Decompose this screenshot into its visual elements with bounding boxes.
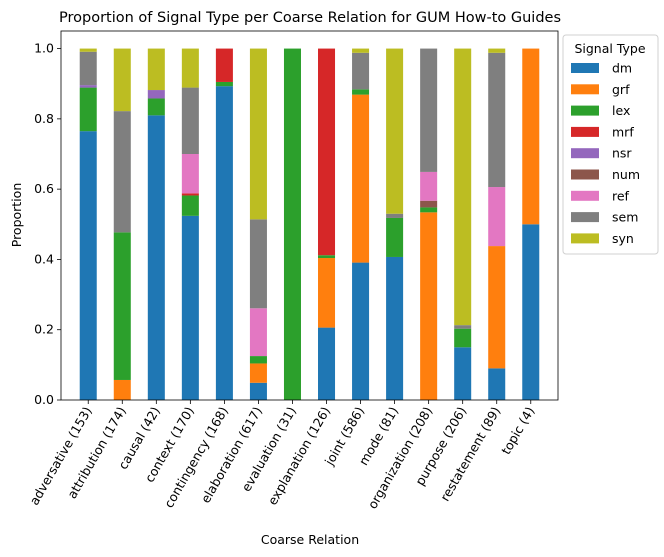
y-tick-label-2: 0.4 bbox=[34, 251, 54, 266]
legend-label-sem: sem bbox=[612, 210, 638, 225]
bar-segment-grf-7 bbox=[318, 258, 336, 328]
bar-segment-grf-5 bbox=[249, 363, 267, 383]
bar-segment-dm-11 bbox=[454, 347, 472, 400]
y-axis-label: Proportion bbox=[9, 183, 24, 248]
bar-segment-ref-12 bbox=[488, 187, 506, 247]
bar-segment-syn-3 bbox=[181, 48, 199, 88]
bars-group bbox=[79, 48, 540, 400]
bar-segment-sem-5 bbox=[249, 219, 267, 309]
bar-segment-sem-3 bbox=[181, 87, 199, 154]
x-axis-label: Coarse Relation bbox=[261, 532, 359, 547]
bar-segment-dm-5 bbox=[249, 382, 267, 400]
bar-segment-syn-8 bbox=[352, 48, 370, 53]
bar-segment-lex-8 bbox=[352, 89, 370, 95]
chart-title: Proportion of Signal Type per Coarse Rel… bbox=[59, 10, 561, 26]
legend-label-ref: ref bbox=[612, 188, 630, 203]
bar-segment-mrf-3 bbox=[181, 193, 199, 196]
bar-segment-dm-4 bbox=[215, 86, 233, 400]
bar-segment-grf-13 bbox=[522, 48, 540, 225]
bar-segment-grf-10 bbox=[420, 212, 438, 400]
bar-segment-syn-12 bbox=[488, 48, 506, 53]
bar-segment-lex-4 bbox=[215, 81, 233, 87]
bar-segment-lex-1 bbox=[113, 232, 131, 380]
legend-label-num: num bbox=[612, 167, 640, 182]
bar-segment-lex-9 bbox=[386, 217, 404, 257]
legend-swatch-dm bbox=[571, 63, 599, 73]
bar-segment-dm-9 bbox=[386, 256, 404, 400]
bar-segment-dm-12 bbox=[488, 368, 506, 400]
legend-swatch-syn bbox=[571, 233, 599, 244]
bar-segment-syn-2 bbox=[147, 48, 165, 91]
bar-segment-syn-9 bbox=[386, 48, 404, 214]
y-tick-label-1: 0.2 bbox=[34, 322, 54, 337]
y-tick-label-0: 0.0 bbox=[34, 392, 54, 407]
bar-segment-lex-11 bbox=[454, 328, 472, 348]
legend-label-mrf: mrf bbox=[612, 124, 634, 139]
bar-segment-sem-0 bbox=[79, 51, 97, 86]
bar-segment-ref-5 bbox=[249, 308, 267, 357]
bar-segment-sem-10 bbox=[420, 48, 438, 172]
bar-segment-sem-9 bbox=[386, 213, 404, 218]
bar-segment-dm-13 bbox=[522, 224, 540, 400]
bar-segment-mrf-4 bbox=[215, 48, 233, 82]
bar-segment-sem-1 bbox=[113, 111, 131, 233]
legend-swatch-sem bbox=[571, 212, 599, 223]
bar-segment-num-10 bbox=[420, 200, 438, 208]
bar-segment-sem-12 bbox=[488, 52, 506, 188]
bar-segment-grf-12 bbox=[488, 246, 506, 369]
legend-label-nsr: nsr bbox=[612, 146, 632, 161]
bar-segment-dm-7 bbox=[318, 327, 336, 400]
bar-segment-lex-0 bbox=[79, 87, 97, 132]
bar-segment-dm-0 bbox=[79, 131, 97, 400]
x-tick-label-7: explanation (126) bbox=[265, 404, 334, 508]
x-tick-label-0: adversative (153) bbox=[26, 404, 95, 508]
y-axis: 0.0 0.2 0.4 0.6 0.8 1.0 bbox=[34, 41, 61, 407]
bar-segment-syn-11 bbox=[454, 48, 472, 326]
bar-segment-grf-1 bbox=[113, 379, 131, 400]
x-tick-label-13: topic (4) bbox=[498, 404, 537, 457]
y-tick-label-4: 0.8 bbox=[34, 111, 54, 126]
bar-segment-mrf-7 bbox=[318, 48, 336, 256]
legend-label-syn: syn bbox=[612, 231, 634, 246]
bar-segment-lex-10 bbox=[420, 207, 438, 213]
bar-segment-syn-0 bbox=[79, 48, 97, 52]
legend-swatch-mrf bbox=[571, 126, 599, 137]
bar-segment-ref-3 bbox=[181, 154, 199, 194]
legend-label-grf: grf bbox=[612, 82, 630, 97]
legend-swatch-lex bbox=[571, 105, 599, 116]
legend-title: Signal Type bbox=[574, 41, 645, 56]
legend-swatch-ref bbox=[571, 190, 599, 201]
y-tick-label-3: 0.6 bbox=[34, 181, 54, 196]
legend: Signal Type dm grf lex mrf nsr num ref sem syn bbox=[562, 34, 659, 255]
x-tick-label-5: elaboration (617) bbox=[198, 404, 265, 506]
bar-segment-lex-3 bbox=[181, 195, 199, 216]
bar-segment-grf-8 bbox=[352, 94, 370, 263]
legend-swatch-nsr bbox=[571, 148, 599, 159]
bar-segment-dm-2 bbox=[147, 115, 165, 400]
y-tick-label-5: 1.0 bbox=[34, 41, 54, 56]
legend-swatch-num bbox=[571, 169, 599, 180]
bar-segment-nsr-2 bbox=[147, 90, 165, 99]
bar-segment-lex-6 bbox=[283, 48, 301, 400]
bar-segment-sem-11 bbox=[454, 325, 472, 329]
bar-segment-lex-5 bbox=[249, 356, 267, 364]
legend-swatch-grf bbox=[571, 84, 599, 95]
x-axis: adversative (153)attribution (174)causal… bbox=[26, 400, 537, 511]
bar-segment-lex-2 bbox=[147, 98, 165, 116]
bar-segment-dm-3 bbox=[181, 215, 199, 400]
bar-segment-syn-5 bbox=[249, 48, 267, 220]
bar-segment-nsr-0 bbox=[79, 85, 97, 88]
bar-segment-dm-8 bbox=[352, 262, 370, 400]
bar-segment-lex-7 bbox=[318, 255, 336, 259]
plot-frame bbox=[60, 30, 559, 401]
legend-label-dm: dm bbox=[612, 61, 632, 76]
bar-segment-ref-10 bbox=[420, 171, 438, 201]
legend-label-lex: lex bbox=[612, 103, 630, 118]
bar-segment-syn-1 bbox=[113, 48, 131, 112]
bar-segment-sem-8 bbox=[352, 52, 370, 90]
